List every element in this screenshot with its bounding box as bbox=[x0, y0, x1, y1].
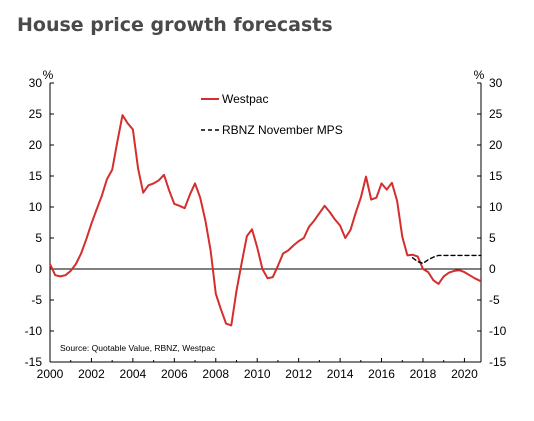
left-unit-label: % bbox=[43, 68, 54, 82]
left-y-tick-label: 30 bbox=[29, 76, 43, 90]
x-tick-label: 2000 bbox=[37, 367, 64, 381]
x-tick-label: 2006 bbox=[161, 367, 188, 381]
left-y-tick-label: -15 bbox=[25, 355, 43, 369]
left-y-tick-label: 15 bbox=[29, 169, 43, 183]
right-unit-label: % bbox=[474, 68, 485, 82]
legend-label: RBNZ November MPS bbox=[222, 123, 343, 137]
left-y-tick-label: 20 bbox=[29, 138, 43, 152]
right-y-tick-label: -5 bbox=[489, 293, 500, 307]
left-y-tick-label: 10 bbox=[29, 200, 43, 214]
left-y-tick-label: 0 bbox=[35, 262, 42, 276]
left-y-tick-label: 5 bbox=[35, 231, 42, 245]
x-tick-label: 2012 bbox=[285, 367, 312, 381]
right-y-tick-label: 25 bbox=[489, 107, 503, 121]
legend-label: Westpac bbox=[222, 92, 268, 106]
right-y-tick-label: -10 bbox=[489, 324, 507, 338]
right-y-tick-label: 0 bbox=[489, 262, 496, 276]
x-tick-label: 2020 bbox=[451, 367, 478, 381]
x-tick-label: 2008 bbox=[202, 367, 229, 381]
legend: Westpac RBNZ November MPS bbox=[201, 92, 343, 137]
right-y-tick-label: -15 bbox=[489, 355, 507, 369]
left-y-tick-label: -10 bbox=[25, 324, 43, 338]
x-tick-label: 2010 bbox=[244, 367, 271, 381]
x-tick-label: 2018 bbox=[410, 367, 437, 381]
right-y-tick-label: 30 bbox=[489, 76, 503, 90]
x-tick-label: 2004 bbox=[120, 367, 147, 381]
series-line-rbnz bbox=[411, 254, 482, 265]
right-y-tick-label: 10 bbox=[489, 200, 503, 214]
series-layer bbox=[49, 114, 482, 327]
right-y-tick-label: 15 bbox=[489, 169, 503, 183]
left-y-tick-label: -5 bbox=[31, 293, 42, 307]
right-y-tick-label: 20 bbox=[489, 138, 503, 152]
left-y-tick-label: 25 bbox=[29, 107, 43, 121]
x-tick-label: 2014 bbox=[327, 367, 354, 381]
right-y-tick-label: 5 bbox=[489, 231, 496, 245]
source-note: Source: Quotable Value, RBNZ, Westpac bbox=[60, 343, 216, 353]
series-line-westpac bbox=[49, 114, 481, 327]
x-tick-label: 2002 bbox=[78, 367, 105, 381]
chart-title: House price growth forecasts bbox=[17, 14, 333, 36]
x-tick-label: 2016 bbox=[368, 367, 395, 381]
